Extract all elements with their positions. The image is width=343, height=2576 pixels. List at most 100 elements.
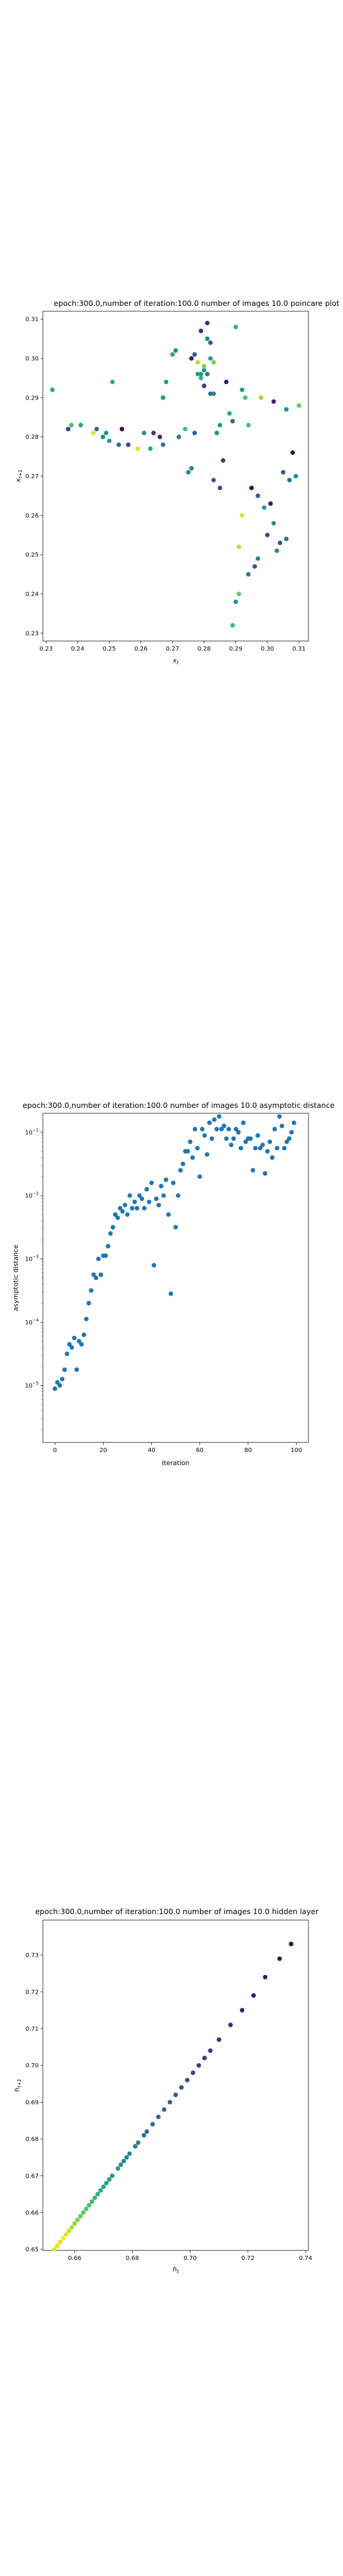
- data-point: [69, 2225, 74, 2230]
- data-point: [229, 1143, 234, 1147]
- data-point: [61, 2236, 66, 2241]
- data-point: [119, 426, 124, 432]
- data-point: [289, 1942, 294, 1946]
- data-point: [176, 434, 182, 439]
- data-point: [146, 1199, 152, 1205]
- data-point: [261, 505, 267, 510]
- data-point: [173, 2092, 178, 2097]
- y-tick-label: 10−1: [25, 1128, 39, 1136]
- data-point: [212, 1117, 217, 1122]
- y-tick-label: 0.31: [26, 317, 39, 323]
- data-point: [255, 493, 260, 499]
- data-point: [236, 544, 241, 549]
- data-point: [144, 1187, 149, 1192]
- data-point: [149, 1180, 154, 1185]
- y-tick-label: 0.23: [26, 630, 39, 637]
- data-point: [52, 2247, 57, 2252]
- x-tick-label: 0.24: [71, 646, 84, 652]
- data-point: [117, 1206, 123, 1211]
- data-point: [226, 1126, 232, 1132]
- data-point: [263, 1974, 268, 1980]
- data-point: [277, 1114, 282, 1119]
- y-tick-label: 0.27: [26, 473, 39, 480]
- asymptotic-x-ticks: 0 20 40 60 80 100: [53, 1442, 302, 1454]
- data-point: [205, 336, 210, 341]
- data-point: [104, 2181, 109, 2185]
- data-point: [104, 431, 108, 435]
- data-point: [63, 2232, 68, 2237]
- data-point: [287, 478, 292, 482]
- x-tick-label: 0.28: [198, 646, 211, 652]
- y-tick-label: 10−5: [25, 1381, 39, 1389]
- data-point: [222, 1123, 226, 1129]
- data-point: [171, 1180, 176, 1185]
- hidden-layer-plot-area: [42, 1919, 309, 2251]
- asymptotic-y-ticks: 10−5 10−4 10−3 10−2 10−1: [25, 1128, 43, 1430]
- data-point: [157, 434, 163, 439]
- data-point: [95, 2191, 100, 2197]
- y-tick-label: 0.72: [26, 1989, 39, 1996]
- hidden-layer-title: epoch:300.0,number of iteration:100.0 nu…: [35, 1907, 319, 1916]
- data-point: [258, 1145, 263, 1151]
- data-point: [55, 2243, 60, 2248]
- data-point: [156, 1203, 161, 1208]
- data-point: [123, 1203, 127, 1208]
- x-tick-label: 40: [148, 1447, 155, 1454]
- data-point: [68, 423, 74, 428]
- data-point: [210, 1136, 214, 1141]
- data-point: [136, 2140, 141, 2145]
- data-point: [71, 1336, 77, 1340]
- y-tick-label: 0.30: [26, 356, 39, 363]
- x-tick-label: 0.30: [261, 646, 274, 652]
- data-point: [64, 1351, 70, 1357]
- y-tick-label: 0.68: [26, 2137, 39, 2143]
- data-point: [110, 1225, 116, 1230]
- data-point: [178, 1168, 183, 1173]
- data-point: [161, 1193, 166, 1198]
- data-point: [60, 1377, 65, 1382]
- data-point: [293, 473, 298, 479]
- data-point: [260, 1143, 265, 1147]
- data-point: [170, 352, 175, 357]
- data-point: [271, 399, 276, 404]
- data-point: [185, 2077, 190, 2083]
- data-point: [86, 2203, 92, 2207]
- hidden-layer-y-ticks: 0.65 0.66 0.67 0.68 0.69 0.70 0.71 0.72 0.73: [26, 1952, 43, 2253]
- data-point: [69, 1345, 74, 1350]
- data-point: [205, 320, 210, 326]
- data-point: [246, 423, 251, 428]
- data-point: [255, 1133, 260, 1138]
- data-point: [166, 1212, 171, 1217]
- data-point: [224, 379, 229, 385]
- data-point: [219, 1126, 224, 1132]
- x-tick-label: 0.31: [292, 646, 305, 652]
- x-tick-label: 100: [291, 1447, 302, 1454]
- data-point: [126, 442, 131, 447]
- data-point: [52, 1386, 58, 1391]
- data-point: [291, 1120, 297, 1125]
- y-tick-label: 0.70: [26, 2063, 39, 2069]
- data-point: [286, 1136, 292, 1141]
- x-tick-label: 20: [99, 1447, 107, 1454]
- data-point: [230, 623, 235, 628]
- asymptotic-plot-area: [42, 1113, 309, 1443]
- data-point: [217, 1114, 222, 1119]
- data-point: [151, 1262, 157, 1268]
- data-point: [207, 1120, 212, 1125]
- data-point: [188, 1139, 193, 1144]
- data-point: [249, 485, 254, 491]
- x-tick-label: 0.66: [68, 2255, 81, 2262]
- data-point: [150, 2122, 155, 2127]
- data-point: [268, 501, 273, 506]
- y-tick-label: 0.67: [26, 2173, 39, 2179]
- data-point: [267, 1139, 272, 1144]
- data-point: [198, 371, 204, 377]
- data-point: [250, 1168, 255, 1173]
- x-tick-label: 60: [196, 1447, 204, 1454]
- x-tick-label: 80: [244, 1447, 252, 1454]
- data-point: [120, 1209, 125, 1214]
- data-point: [284, 1139, 289, 1144]
- data-point: [233, 1126, 239, 1132]
- data-point: [238, 1145, 244, 1151]
- asymptotic-title: epoch:300.0,number of iteration:100.0 nu…: [23, 1101, 335, 1110]
